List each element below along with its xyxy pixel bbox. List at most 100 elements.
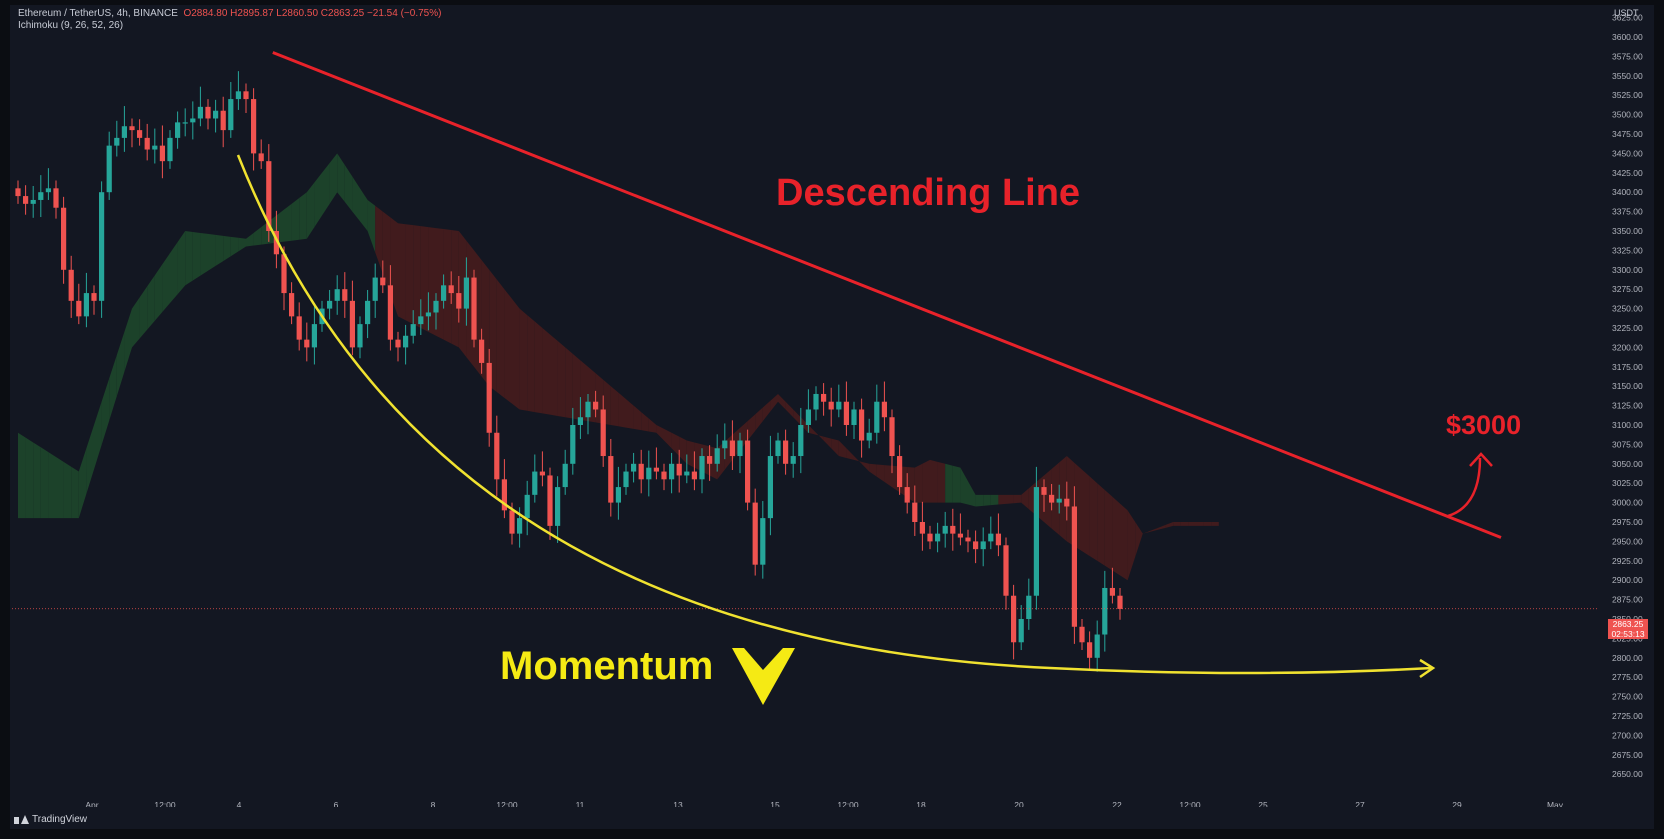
candle-body	[615, 487, 621, 503]
candle-body	[775, 440, 781, 457]
candle-body	[1033, 487, 1039, 596]
ichimoku-cloud-segment	[504, 289, 512, 404]
ichimoku-cloud-segment	[329, 153, 338, 204]
time-tick-label: 29	[1452, 800, 1462, 810]
ichimoku-cloud-segment	[800, 417, 809, 433]
price-tick-label: 3100.00	[1612, 420, 1643, 430]
ichimoku-cloud-segment	[78, 448, 87, 519]
ichimoku-cloud-segment	[527, 315, 535, 413]
price-tick-label: 2675.00	[1612, 750, 1643, 760]
ichimoku-cloud-segment	[1044, 468, 1052, 529]
candle-body	[904, 487, 910, 503]
price-tick-label: 3475.00	[1612, 129, 1643, 139]
ichimoku-cloud-segment	[1089, 476, 1098, 561]
price-tick-label: 2800.00	[1612, 653, 1643, 663]
ichimoku-cloud-segment	[291, 198, 300, 241]
ichimoku-cloud-segment	[747, 414, 756, 441]
ichimoku-cloud-segment	[512, 298, 520, 410]
price-tick-label: 3600.00	[1612, 32, 1643, 42]
ichimoku-cloud-segment	[405, 224, 414, 325]
candle-body	[577, 417, 583, 425]
ichimoku-cloud-segment	[208, 233, 216, 271]
candle-body	[433, 300, 439, 313]
candle-body	[471, 277, 477, 340]
momentum-arrowhead	[1419, 658, 1436, 679]
price-tick-label: 3625.00	[1612, 13, 1643, 23]
ichimoku-cloud-segment	[1203, 522, 1212, 526]
candle-body	[30, 199, 36, 204]
ichimoku-cloud-segment	[1211, 522, 1219, 526]
candle-body	[517, 518, 523, 534]
candle-body	[1117, 595, 1123, 609]
candle-body	[456, 293, 462, 309]
candle-body	[372, 277, 378, 301]
candle-body	[106, 145, 112, 193]
candle-body	[38, 192, 44, 200]
candle-body	[889, 417, 895, 457]
candle-body	[813, 393, 819, 410]
ichimoku-cloud-segment	[246, 232, 254, 247]
ichimoku-cloud-segment	[679, 436, 687, 464]
candle-body	[1071, 506, 1077, 627]
candle-body	[448, 285, 454, 294]
ichimoku-cloud-segment	[945, 463, 953, 503]
ichimoku-cloud-segment	[664, 428, 672, 449]
time-tick-label: 4	[237, 800, 242, 810]
price-tick-label: 2925.00	[1612, 556, 1643, 566]
candle-body	[980, 541, 986, 550]
last-price-tag: 2863.25 02:53:13	[1608, 619, 1648, 639]
ichimoku-cloud-segment	[922, 459, 930, 503]
ichimoku-cloud-segment	[1150, 527, 1158, 532]
candle-body	[501, 479, 507, 511]
momentum-curve	[236, 154, 1433, 675]
tradingview-logo[interactable]: TradingView	[14, 814, 87, 825]
price-tick-label: 3300.00	[1612, 265, 1643, 275]
candle-body	[486, 362, 492, 433]
ichimoku-cloud-segment	[633, 405, 642, 431]
ichimoku-cloud-segment	[109, 355, 117, 421]
candle-body	[441, 285, 447, 301]
ichimoku-cloud-segment	[496, 279, 505, 398]
candle-body	[638, 463, 644, 480]
candle-body	[691, 471, 697, 480]
candle-body	[1079, 626, 1085, 643]
candle-body	[251, 99, 257, 154]
ichimoku-cloud-segment	[755, 407, 763, 431]
price-tick-label: 2650.00	[1612, 769, 1643, 779]
ichimoku-cloud-segment	[238, 237, 246, 252]
ichimoku-cloud-segment	[367, 199, 376, 253]
candle-body	[532, 471, 538, 495]
price-tick-label: 2900.00	[1612, 575, 1643, 585]
candle-body	[752, 502, 758, 565]
ichimoku-cloud-segment	[215, 234, 224, 266]
candle-body	[547, 475, 553, 526]
ichimoku-cloud-segment	[937, 461, 946, 503]
price-tick-label: 2725.00	[1612, 711, 1643, 721]
price-tick-label: 3325.00	[1612, 245, 1643, 255]
candle-body	[524, 494, 530, 519]
momentum-down-arrow-notch	[744, 648, 783, 670]
candle-body	[1003, 545, 1009, 596]
tradingview-icon	[14, 815, 29, 824]
time-tick-label: May	[1547, 800, 1564, 810]
candle-body	[950, 525, 956, 534]
ichimoku-cloud-segment	[686, 440, 695, 468]
candle-body	[669, 463, 675, 480]
annotation-descending-line: Descending Line	[776, 172, 1081, 214]
candle-body	[760, 518, 766, 565]
candle-body	[45, 188, 51, 193]
ichimoku-cloud-segment	[534, 321, 543, 414]
ichimoku-cloud-segment	[398, 223, 406, 321]
ichimoku-cloud-segment	[671, 432, 680, 457]
candle-body	[220, 110, 226, 131]
price-tick-label: 3250.00	[1612, 304, 1643, 314]
price-tick-label: 3000.00	[1612, 498, 1643, 508]
ichimoku-cloud-segment	[337, 153, 345, 202]
candle-body	[646, 467, 652, 480]
candle-body	[783, 440, 789, 464]
ichimoku-cloud-segment	[71, 466, 79, 519]
ichimoku-cloud-segment	[968, 481, 976, 507]
ichimoku-cloud-segment	[861, 461, 870, 472]
ohlc-readout: O2884.80 H2895.87 L2860.50 C2863.25 −21.…	[183, 8, 442, 19]
